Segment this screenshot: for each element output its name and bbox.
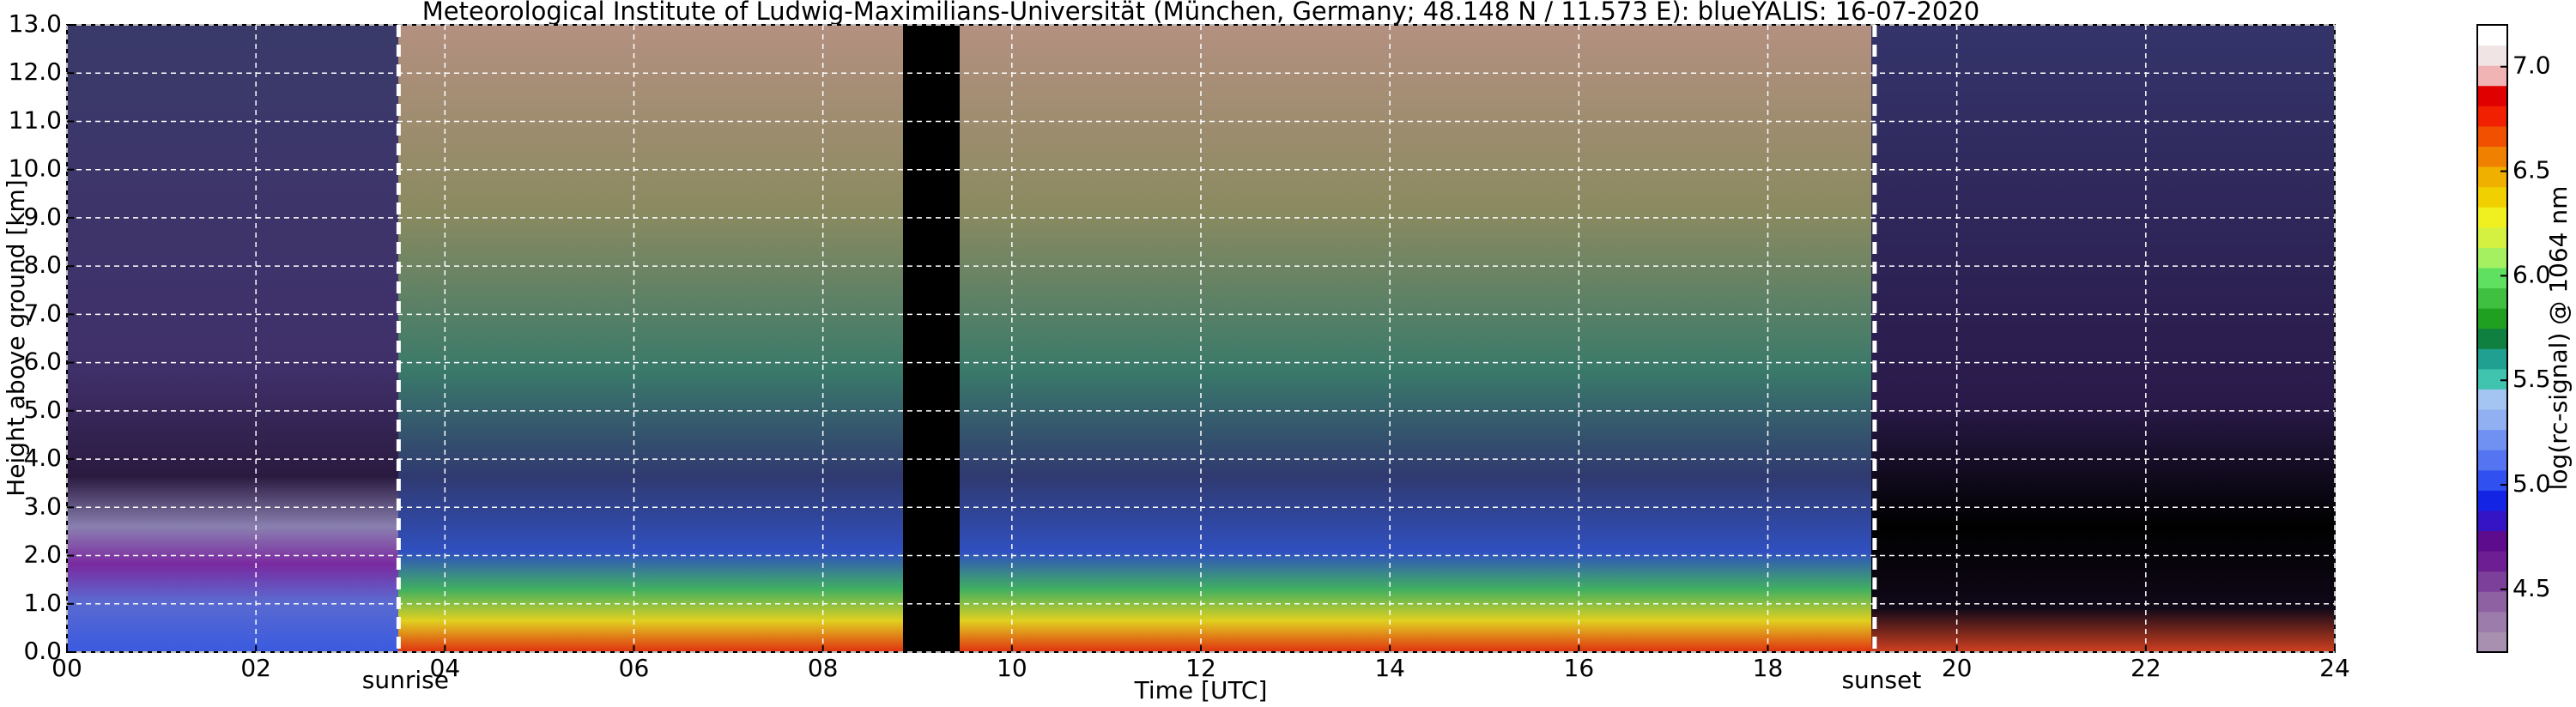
colorbar-segment <box>2477 106 2507 127</box>
y-tick-label: 3.0 <box>23 492 62 520</box>
colorbar-segment <box>2477 287 2507 309</box>
colorbar-segment <box>2477 368 2507 390</box>
colorbar-segment <box>2477 571 2507 592</box>
chart-title: Meteorological Institute of Ludwig-Maxim… <box>422 0 1980 26</box>
annotation-label: sunset <box>1841 666 1921 694</box>
x-tick-label: 18 <box>1753 654 1784 682</box>
colorbar-segment <box>2477 611 2507 632</box>
colorbar-segment <box>2477 85 2507 106</box>
colorbar-segment <box>2477 389 2507 410</box>
x-tick-label: 14 <box>1374 654 1405 682</box>
colorbar-tick-label: 6.5 <box>2512 156 2551 184</box>
y-tick-label: 13.0 <box>9 9 62 38</box>
colorbar-segment <box>2477 469 2507 491</box>
y-axis-label: Height above ground [km] <box>2 179 30 497</box>
y-tick-label: 2.0 <box>23 541 62 569</box>
y-tick-label: 8.0 <box>23 251 62 279</box>
colorbar-tick-label: 7.0 <box>2512 51 2551 80</box>
colorbar-segment <box>2477 308 2507 329</box>
colorbar-segment <box>2477 146 2507 167</box>
colorbar-segment <box>2477 166 2507 188</box>
colorbar-segment <box>2477 409 2507 431</box>
colorbar-frame <box>2476 24 2508 653</box>
colorbar-segment <box>2477 348 2507 370</box>
colorbar-segment <box>2477 551 2507 572</box>
x-tick-label: 08 <box>808 654 839 682</box>
colorbar-segment <box>2477 25 2507 46</box>
colorbar-segment <box>2477 207 2507 228</box>
y-tick-label: 6.0 <box>23 347 62 376</box>
signal-day <box>398 25 1871 652</box>
y-tick-label: 4.0 <box>23 444 62 472</box>
signal-night-late <box>1871 25 2335 652</box>
signal-night-early <box>67 25 398 652</box>
colorbar-segment <box>2477 45 2507 66</box>
colorbar-label: log(rc-signal) @ 1064 nm <box>2544 186 2573 491</box>
y-tick-label: 9.0 <box>23 202 62 231</box>
y-tick-label: 7.0 <box>23 299 62 327</box>
colorbar-segment <box>2477 591 2507 613</box>
colorbar-segment <box>2477 328 2507 349</box>
colorbar-tick-label: 5.0 <box>2512 469 2551 498</box>
colorbar-segment <box>2477 631 2507 653</box>
x-tick-label: 00 <box>52 654 82 682</box>
x-tick-label: 22 <box>2131 654 2161 682</box>
colorbar-segment <box>2477 490 2507 511</box>
colorbar-tick-label: 4.5 <box>2512 574 2551 602</box>
colorbar-segment <box>2477 65 2507 87</box>
x-tick-label: 20 <box>1942 654 1973 682</box>
colorbar-tick-label: 5.5 <box>2512 365 2551 393</box>
x-tick-label: 02 <box>240 654 271 682</box>
y-tick-label: 11.0 <box>9 106 62 134</box>
colorbar-segment <box>2477 186 2507 208</box>
colorbar-segment <box>2477 227 2507 248</box>
x-tick-label: 12 <box>1185 654 1216 682</box>
y-tick-label: 0.0 <box>23 637 62 665</box>
colorbar-segment <box>2477 247 2507 269</box>
y-tick-label: 10.0 <box>9 154 62 183</box>
colorbar-tick-label: 6.0 <box>2512 260 2551 288</box>
y-tick-label: 5.0 <box>23 396 62 424</box>
x-axis-label: Time [UTC] <box>1134 676 1268 704</box>
x-tick-label: 16 <box>1564 654 1595 682</box>
colorbar-segment <box>2477 510 2507 532</box>
x-tick-label: 10 <box>997 654 1027 682</box>
colorbar-segment <box>2477 450 2507 471</box>
colorbar-segment <box>2477 125 2507 147</box>
annotation-label: sunrise <box>362 666 449 694</box>
y-tick-label: 1.0 <box>23 589 62 617</box>
x-tick-label: 04 <box>430 654 461 682</box>
colorbar-segment <box>2477 429 2507 450</box>
colorbar-segment <box>2477 530 2507 552</box>
colorbar-segment <box>2477 267 2507 289</box>
x-tick-label: 06 <box>619 654 650 682</box>
y-tick-label: 12.0 <box>9 57 62 86</box>
no-data-gap <box>903 25 960 652</box>
x-tick-label: 24 <box>2319 654 2350 682</box>
